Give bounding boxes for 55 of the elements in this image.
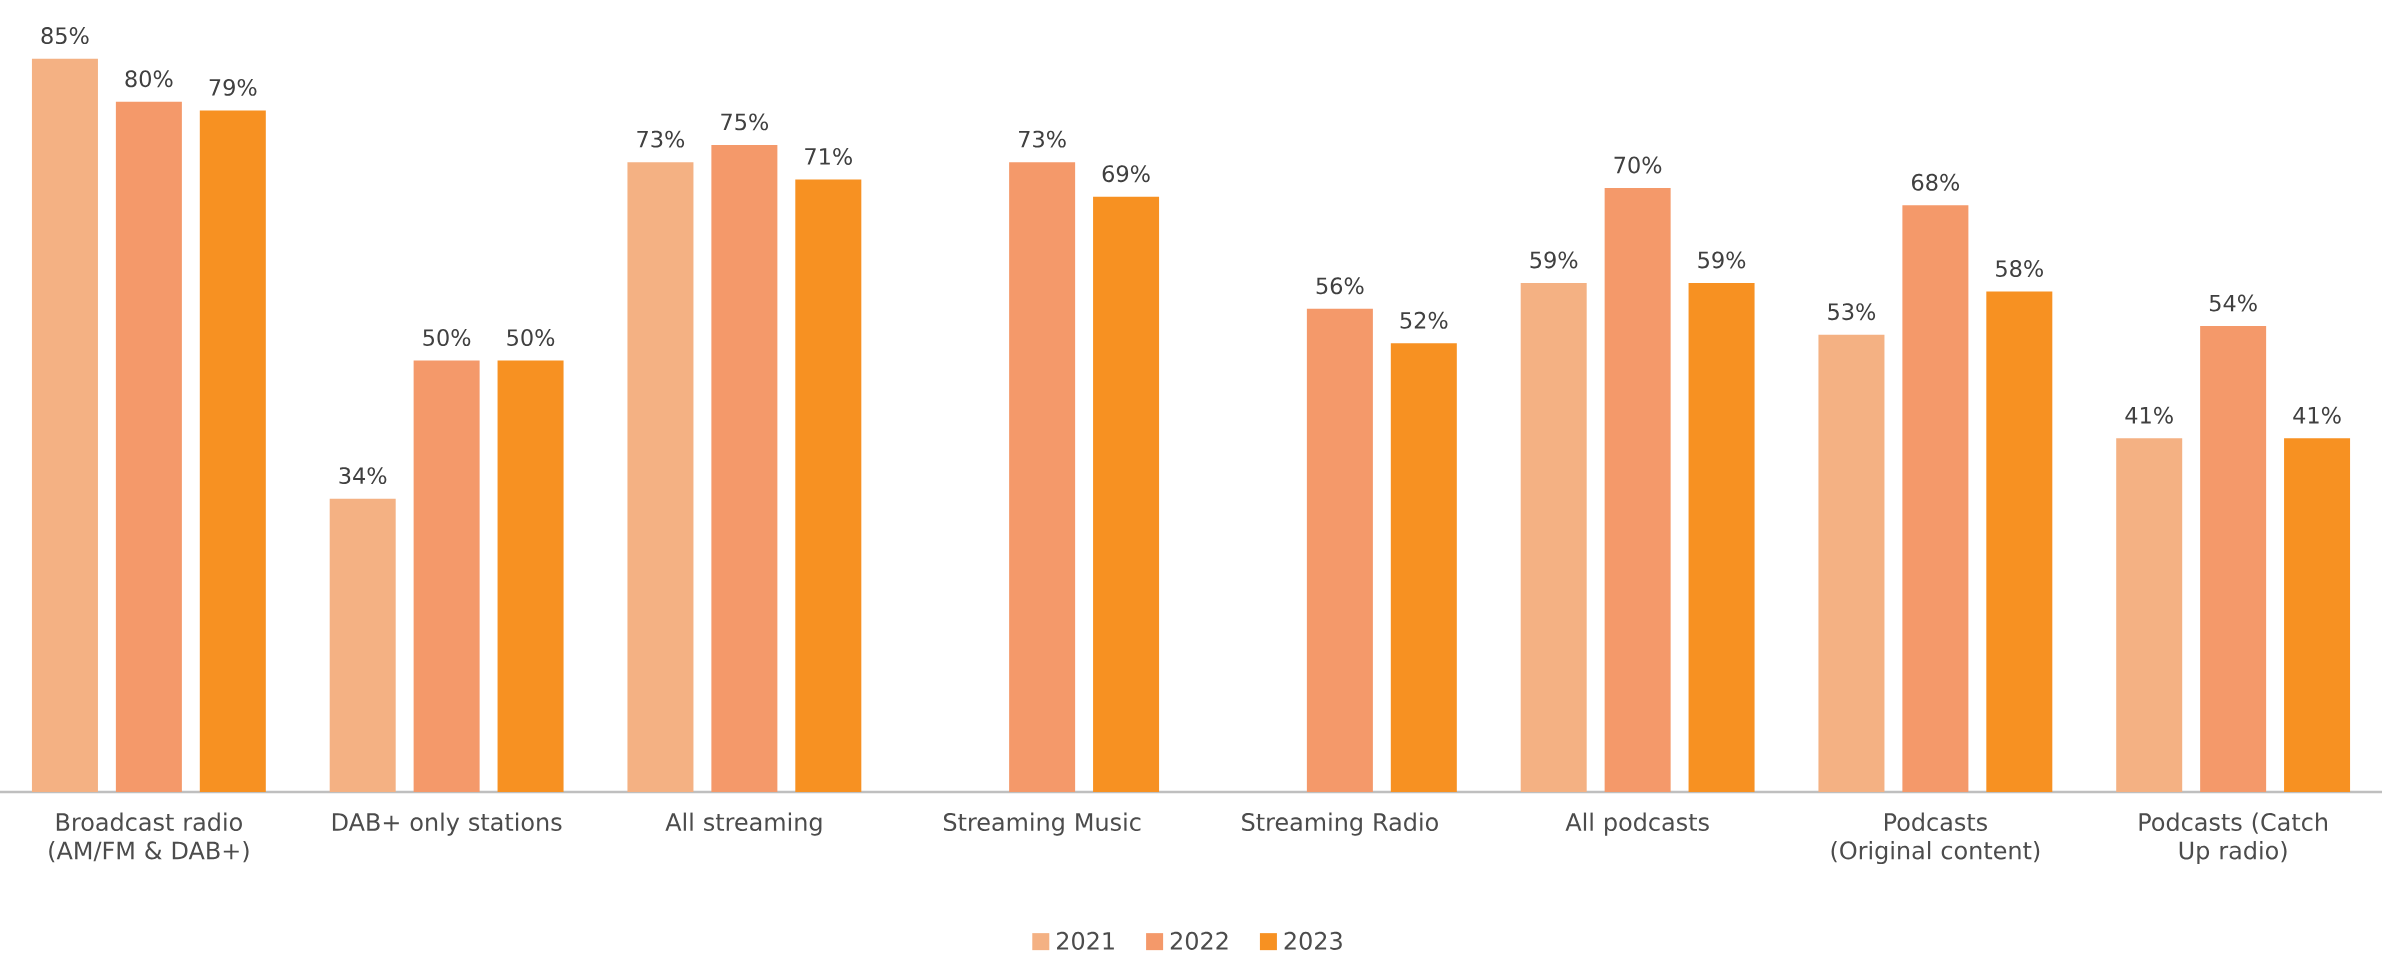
bar	[2284, 438, 2351, 792]
bar	[2116, 438, 2183, 792]
bar	[2200, 326, 2267, 792]
x-tick-label: All podcasts	[1565, 812, 1709, 836]
data-label: 68%	[1912, 173, 1960, 191]
data-label: 59%	[1530, 251, 1578, 269]
bar	[1093, 196, 1160, 792]
bar	[329, 498, 396, 792]
data-label: 75%	[721, 113, 769, 131]
bar	[31, 58, 98, 792]
data-label: 85%	[41, 27, 89, 45]
bar	[795, 179, 862, 792]
legend-label: 2021	[1057, 931, 1114, 950]
data-label: 50%	[423, 329, 471, 347]
data-label: 34%	[339, 467, 387, 485]
data-label: 52%	[1400, 311, 1448, 329]
data-label: 59%	[1698, 251, 1746, 269]
data-label: 58%	[1996, 260, 2043, 278]
x-tick-label: All streaming	[665, 812, 822, 836]
data-label: 73%	[1019, 130, 1066, 148]
data-label: 71%	[805, 147, 852, 165]
bar	[1390, 343, 1457, 792]
data-label: 79%	[209, 78, 257, 96]
bar	[1604, 188, 1671, 792]
legend-label: 2022	[1170, 931, 1228, 950]
x-tick-label: Podcasts (Catch Up radio)	[2139, 812, 2327, 865]
data-label: 80%	[125, 70, 173, 88]
bar	[1818, 334, 1885, 792]
bar	[1902, 205, 1969, 792]
data-label: 70%	[1614, 156, 1662, 174]
data-label: 69%	[1102, 165, 1150, 183]
bar	[497, 360, 564, 792]
data-label: 41%	[2293, 406, 2341, 424]
data-label: 56%	[1316, 277, 1364, 295]
data-label: 50%	[507, 329, 555, 347]
x-tick-label: Broadcast radio (AM/FM & DAB+)	[49, 812, 249, 863]
bar	[199, 110, 266, 792]
bar	[627, 162, 694, 792]
bar	[711, 144, 778, 792]
x-tick-label: Streaming Radio	[1242, 812, 1438, 836]
bar	[115, 101, 182, 792]
data-label: 73%	[637, 130, 685, 148]
data-label: 54%	[2209, 294, 2257, 312]
data-label: 53%	[1828, 303, 1876, 321]
bar	[1520, 282, 1587, 792]
x-tick-label: Podcasts (Original content)	[1831, 812, 2040, 865]
data-label: 41%	[2125, 406, 2173, 424]
bar	[1009, 162, 1076, 792]
bar	[1688, 282, 1755, 792]
bar	[1306, 308, 1373, 792]
bar	[1986, 291, 2053, 792]
x-tick-label: DAB+ only stations	[332, 812, 562, 836]
legend-label: 2023	[1284, 931, 1342, 950]
x-tick-label: Streaming Music	[943, 812, 1141, 836]
bar	[413, 360, 480, 792]
